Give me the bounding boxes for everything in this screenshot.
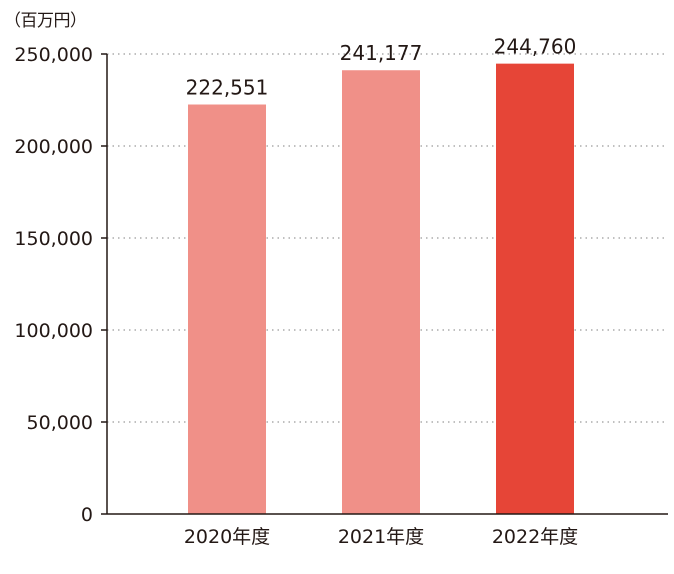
- bar: [496, 63, 574, 514]
- y-tick-label: 250,000: [14, 44, 93, 66]
- x-tick-label: 2022年度: [492, 526, 578, 548]
- y-tick-label: 200,000: [14, 136, 93, 158]
- unit-label: （百万円）: [4, 11, 87, 31]
- y-tick-label: 100,000: [14, 320, 93, 342]
- y-tick-label: 50,000: [27, 412, 93, 434]
- bar: [188, 104, 266, 514]
- data-label: 222,551: [186, 76, 269, 100]
- data-label: 241,177: [340, 41, 423, 65]
- bar: [342, 70, 420, 515]
- x-tick-label: 2020年度: [184, 526, 270, 548]
- x-tick-label: 2021年度: [338, 526, 424, 548]
- data-label: 244,760: [494, 35, 577, 59]
- y-tick-label: 0: [81, 504, 93, 526]
- y-tick-label: 150,000: [14, 228, 93, 250]
